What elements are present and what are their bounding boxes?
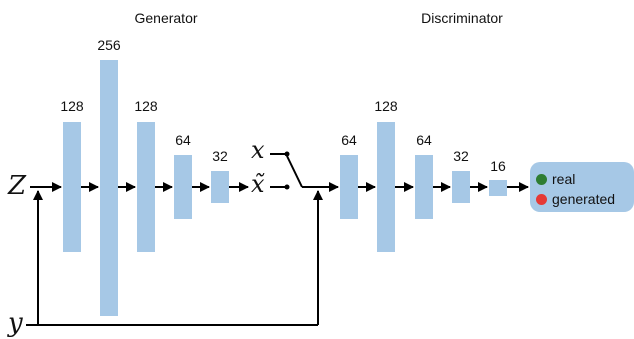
discriminator-layer-3 bbox=[415, 155, 433, 219]
generator-layer-2 bbox=[100, 60, 118, 316]
generated-dot-icon bbox=[536, 193, 547, 205]
discriminator-layer-4 bbox=[452, 171, 470, 203]
generator-layer-3-label: 128 bbox=[134, 98, 158, 114]
discriminator-layer-1 bbox=[340, 155, 358, 219]
switch-lever bbox=[286, 155, 303, 188]
generator-layer-1 bbox=[63, 122, 81, 252]
output-real: real bbox=[536, 170, 575, 188]
discriminator-title: Discriminator bbox=[421, 10, 503, 26]
x-contact-dot bbox=[284, 151, 290, 157]
x-tilde-contact-dot bbox=[284, 184, 290, 190]
discriminator-layer-5 bbox=[489, 180, 507, 196]
generator-layer-3 bbox=[137, 122, 155, 252]
z-variable: Z bbox=[8, 171, 27, 201]
generator-layer-4 bbox=[174, 155, 192, 219]
discriminator-layer-1-label: 64 bbox=[341, 132, 357, 148]
output-generated-label: generated bbox=[552, 191, 616, 207]
y-variable: y bbox=[8, 308, 23, 338]
discriminator-layer-2 bbox=[377, 122, 395, 252]
discriminator-layer-3-label: 64 bbox=[416, 132, 432, 148]
output-real-label: real bbox=[552, 171, 576, 187]
x-tilde-variable: x̃ bbox=[251, 170, 265, 198]
generator-layer-5 bbox=[211, 171, 229, 203]
discriminator-layer-5-label: 16 bbox=[490, 158, 506, 174]
generator-title: Generator bbox=[134, 10, 198, 26]
generator-layer-4-label: 64 bbox=[175, 132, 191, 148]
generator-layer-5-label: 32 bbox=[212, 148, 228, 164]
generator-layer-2-label: 256 bbox=[97, 37, 121, 53]
real-dot-icon bbox=[536, 173, 547, 185]
generator-layer-1-label: 128 bbox=[60, 98, 84, 114]
output-box: real generated bbox=[530, 162, 634, 212]
x-variable: x bbox=[251, 136, 265, 164]
output-generated: generated bbox=[536, 190, 615, 208]
discriminator-layer-4-label: 32 bbox=[453, 148, 469, 164]
discriminator-layer-2-label: 128 bbox=[374, 98, 398, 114]
